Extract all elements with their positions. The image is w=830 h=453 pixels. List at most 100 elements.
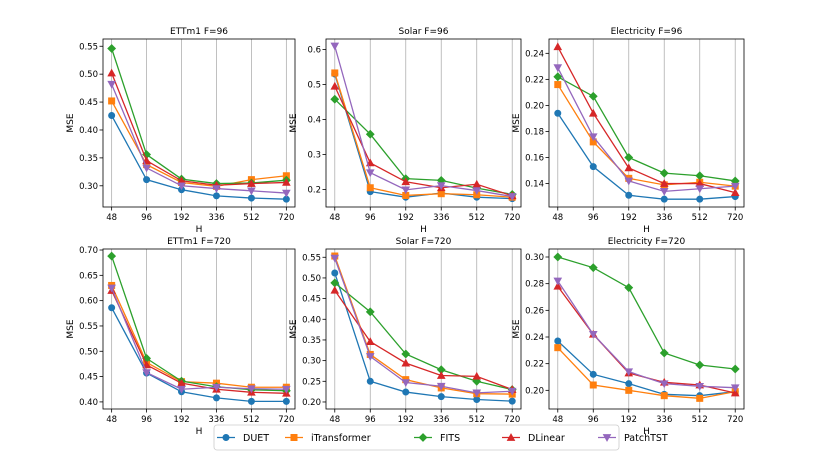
- data-point-patchtst: [730, 182, 740, 191]
- y-tick-label: 0.22: [525, 360, 544, 370]
- data-point-itransformer: [554, 81, 562, 89]
- data-point-itransformer: [108, 97, 116, 105]
- data-point-patchtst: [330, 42, 340, 51]
- x-tick-label: 720: [504, 415, 520, 425]
- data-point-duet: [108, 111, 116, 119]
- data-point-dlinear: [553, 42, 563, 51]
- data-point-duet: [212, 394, 220, 402]
- data-point-fits: [107, 251, 117, 261]
- data-point-patchtst: [659, 188, 669, 196]
- data-point-itransformer: [366, 184, 374, 192]
- x-tick-label: 192: [621, 213, 637, 223]
- data-point-patchtst: [472, 187, 482, 195]
- x-tick-label: 48: [329, 213, 340, 223]
- data-point-patchtst: [624, 368, 634, 377]
- data-point-duet: [366, 377, 374, 385]
- data-point-dlinear: [365, 337, 375, 345]
- x-tick-label: 720: [278, 213, 294, 223]
- chart-panel-4: 48 96 192 336 512 720 0.40 0.45 0.50 0.55 0.60 0.65…: [66, 237, 296, 437]
- data-point-patchtst: [282, 189, 291, 198]
- data-point-fits: [365, 129, 375, 139]
- data-point-duet: [696, 195, 704, 203]
- x-tick-label: 336: [433, 213, 449, 223]
- x-tick-label: 336: [433, 415, 449, 425]
- data-point-itransformer: [589, 381, 597, 389]
- plot-frame: [102, 248, 296, 410]
- legend-label: PatchTST: [624, 433, 668, 444]
- chart-panel-3: 48 96 192 336 512 720 0.14 0.16 0.18 0.20 0.22 0.24…: [512, 27, 745, 235]
- x-tick-label: 512: [469, 213, 485, 223]
- legend-label: FITS: [440, 433, 460, 444]
- y-tick-label: 0.45: [79, 373, 98, 383]
- data-point-dlinear: [330, 81, 340, 90]
- series-line-dlinear: [111, 72, 287, 186]
- chart-title: ETTm1 F=96: [170, 27, 228, 37]
- data-point-fits: [365, 307, 375, 317]
- data-point-dlinear: [282, 178, 291, 186]
- data-point-dlinear: [472, 371, 482, 380]
- data-point-duet: [247, 194, 255, 202]
- data-point-duet: [212, 192, 220, 200]
- data-point-duet: [625, 380, 633, 388]
- data-point-patchtst: [624, 177, 634, 186]
- data-point-duet: [625, 191, 633, 199]
- chart-panel-6: 48 96 192 336 512 720 0.20 0.22 0.24 0.26 0.28 0.30…: [512, 237, 745, 437]
- legend-marker: [222, 433, 230, 441]
- y-tick-label: 0.24: [525, 49, 544, 59]
- legend-item-patchtst: PatchTST: [598, 433, 668, 444]
- y-tick-label: 0.55: [302, 253, 321, 263]
- y-axis-label: MSE: [512, 113, 522, 132]
- y-tick-label: 0.50: [302, 274, 321, 284]
- data-point-patchtst: [177, 385, 186, 394]
- chart-title: Electricity F=96: [611, 27, 683, 37]
- series-line-itransformer: [334, 72, 513, 198]
- legend-label: DLinear: [528, 433, 565, 444]
- data-point-itransformer: [331, 69, 339, 77]
- y-tick-label: 0.35: [302, 336, 321, 346]
- data-point-patchtst: [142, 369, 151, 377]
- series-line-fits: [334, 98, 513, 196]
- plot-frame: [325, 248, 522, 410]
- data-point-duet: [331, 269, 339, 277]
- x-tick-label: 48: [106, 213, 117, 223]
- x-tick-label: 96: [588, 213, 599, 223]
- x-axis-label: H: [196, 225, 203, 235]
- data-point-fits: [624, 283, 634, 293]
- data-point-fits: [107, 44, 117, 53]
- data-point-duet: [402, 388, 410, 396]
- x-tick-label: 96: [588, 415, 599, 425]
- series-line-fits: [111, 48, 287, 185]
- x-tick-label: 720: [504, 213, 520, 223]
- x-axis-label: H: [643, 427, 650, 437]
- series-line-itransformer: [111, 100, 287, 188]
- y-axis-label: MSE: [289, 319, 299, 338]
- series-line-fits: [334, 282, 513, 391]
- data-point-patchtst: [401, 186, 411, 195]
- data-point-patchtst: [107, 80, 116, 89]
- chart-panel-2: 48 96 192 336 512 720 0.2 0.3 0.4 0.5 0.6 Solar F=9…: [289, 27, 522, 235]
- data-point-patchtst: [507, 193, 517, 201]
- data-point-patchtst: [588, 133, 598, 142]
- data-point-patchtst: [553, 64, 563, 73]
- data-point-patchtst: [365, 353, 375, 361]
- data-point-patchtst: [177, 182, 186, 191]
- series-line-duet: [111, 115, 287, 200]
- data-point-dlinear: [401, 358, 411, 367]
- plot-frame: [548, 248, 745, 410]
- y-tick-label: 0.30: [302, 357, 321, 367]
- y-tick-label: 0.55: [79, 42, 98, 52]
- y-tick-label: 0.40: [302, 315, 321, 325]
- x-tick-label: 336: [656, 415, 672, 425]
- series-line-dlinear: [557, 46, 736, 194]
- data-point-patchtst: [472, 389, 482, 398]
- data-point-fits: [730, 364, 740, 374]
- plot-frame: [548, 38, 745, 208]
- data-point-patchtst: [436, 382, 446, 391]
- plot-frame: [102, 38, 296, 208]
- data-point-itransformer: [660, 392, 668, 400]
- data-point-duet: [143, 176, 151, 184]
- series-line-itransformer: [557, 84, 736, 187]
- y-tick-label: 0.50: [79, 347, 98, 357]
- y-axis-label: MSE: [512, 319, 522, 338]
- x-axis-label: H: [196, 427, 203, 437]
